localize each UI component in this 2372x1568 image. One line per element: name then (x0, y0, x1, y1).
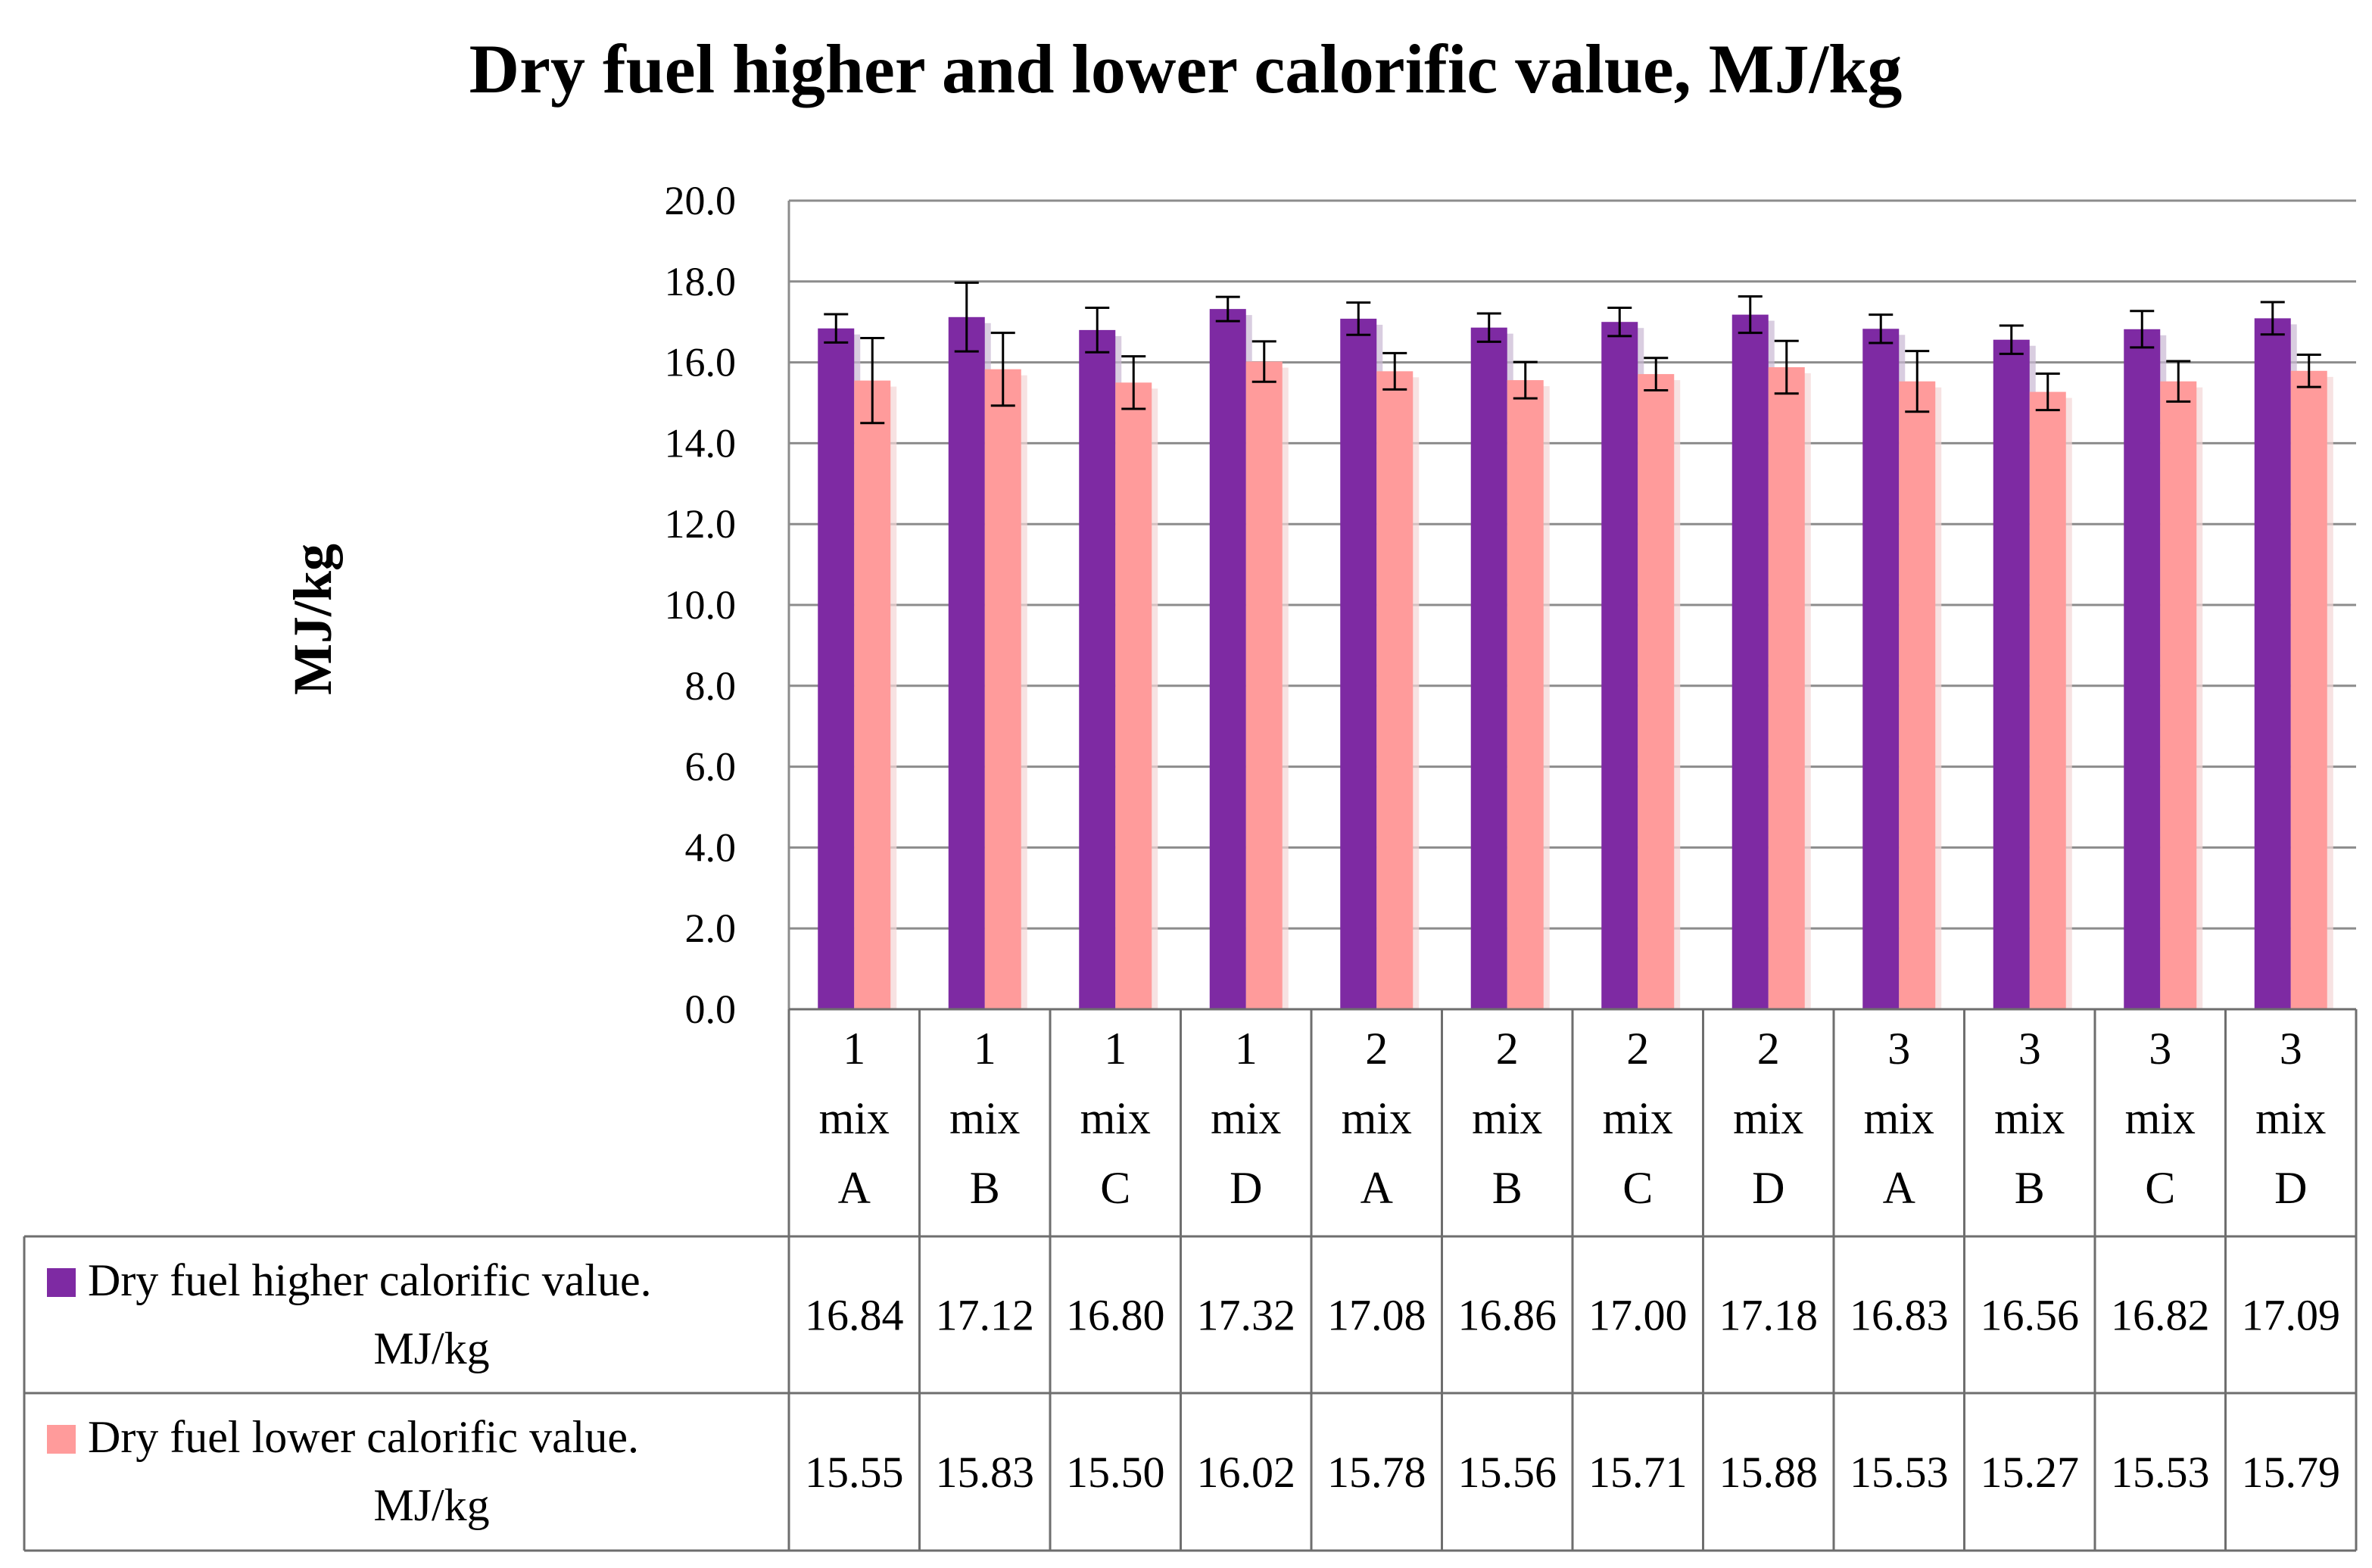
y-tick-label: 12.0 (665, 501, 737, 547)
bar (1638, 374, 1675, 1009)
bar (1993, 339, 2030, 1009)
gridlines (787, 199, 2356, 1011)
category-label: 1 mix B (949, 1024, 1020, 1213)
bar (854, 380, 891, 1009)
category-label: 1 mix A (819, 1024, 890, 1213)
category-label: 3 mix B (1994, 1024, 2065, 1213)
bar (2160, 381, 2197, 1009)
y-tick-label: 10.0 (665, 582, 737, 628)
table-cell-value: 16.82 (2111, 1291, 2210, 1340)
y-axis-label: MJ/kg (282, 544, 343, 695)
y-tick-label: 8.0 (685, 663, 737, 709)
chart-title: Dry fuel higher and lower calorific valu… (469, 30, 1903, 108)
legend-label: Dry fuel lower calorific value. (88, 1412, 639, 1462)
legend-label-unit: MJ/kg (373, 1480, 489, 1530)
bars (818, 309, 2333, 1010)
table-cell-value: 15.53 (1850, 1448, 1949, 1497)
legend-swatch (47, 1268, 76, 1297)
table-cell-value: 15.79 (2242, 1448, 2341, 1497)
bar (2029, 391, 2066, 1009)
table-cell-value: 15.78 (1327, 1448, 1426, 1497)
y-tick-label: 16.0 (665, 340, 737, 385)
table-cell-value: 16.83 (1850, 1291, 1949, 1340)
table-cell-value: 17.32 (1197, 1291, 1296, 1340)
table-cell-value: 15.27 (1981, 1448, 2080, 1497)
bar (1731, 314, 1769, 1009)
table-cell-value: 16.02 (1197, 1448, 1296, 1497)
y-tick-label: 0.0 (685, 987, 737, 1032)
table-cell-value: 15.56 (1458, 1448, 1557, 1497)
table-cell-value: 17.08 (1327, 1291, 1426, 1340)
category-label: 2 mix D (1733, 1024, 1803, 1213)
table-cell-value: 16.86 (1458, 1291, 1557, 1340)
table-cell-value: 17.18 (1719, 1291, 1819, 1340)
table-cell-value: 16.56 (1981, 1291, 2080, 1340)
bar (1768, 367, 1805, 1009)
bar (1340, 318, 1377, 1010)
bar (1601, 322, 1638, 1009)
bar (1245, 361, 1283, 1010)
bar (2290, 370, 2327, 1010)
bar (2254, 318, 2291, 1009)
legend-label-unit: MJ/kg (373, 1323, 489, 1373)
table-cell-value: 15.83 (936, 1448, 1035, 1497)
bar (1862, 329, 1900, 1009)
y-tick-label: 20.0 (665, 178, 737, 223)
bar (1507, 380, 1544, 1009)
category-label: 2 mix B (1472, 1024, 1542, 1213)
bar (1899, 381, 1936, 1009)
y-tick-label: 6.0 (685, 744, 737, 790)
legend-label: Dry fuel higher calorific value. (88, 1255, 652, 1305)
category-label: 2 mix C (1603, 1024, 1673, 1213)
bar (2124, 329, 2161, 1009)
bar (948, 316, 985, 1009)
bar (984, 369, 1021, 1010)
category-label: 1 mix C (1080, 1024, 1151, 1213)
error-bars (824, 281, 2321, 425)
category-label: 2 mix A (1342, 1024, 1412, 1213)
table-cell-value: 15.53 (2111, 1448, 2210, 1497)
y-tick-label: 18.0 (665, 259, 737, 304)
y-tick-label: 4.0 (685, 825, 737, 870)
table-cell-value: 16.84 (805, 1291, 904, 1340)
table-cell-value: 15.55 (805, 1448, 904, 1497)
legend-swatch (47, 1425, 76, 1454)
category-label: 1 mix D (1211, 1024, 1281, 1213)
table-cell-value: 15.88 (1719, 1448, 1819, 1497)
bar (1470, 327, 1507, 1009)
data-table: 1 mix A 1 mix B 1 mix C 1 mix D 2 mix A 2 mix B 2 mix C 2 mix D… (23, 1008, 2358, 1552)
table-cell-value: 15.50 (1066, 1448, 1165, 1497)
table-cell-value: 17.00 (1588, 1291, 1688, 1340)
table-cell-value: 15.71 (1588, 1448, 1688, 1497)
y-axis-ticks: 0.0 2.0 4.0 6.0 8.0 10.0 12.0 14.0 16.0 18.0 20.0 (665, 178, 737, 1032)
category-label: 3 mix D (2255, 1024, 2326, 1213)
category-label: 3 mix C (2125, 1024, 2196, 1213)
category-label: 3 mix A (1864, 1024, 1934, 1213)
bar (1376, 371, 1414, 1009)
bar (1209, 309, 1246, 1009)
table-cell-value: 16.80 (1066, 1291, 1165, 1340)
y-tick-label: 2.0 (685, 906, 737, 951)
bar (1079, 329, 1116, 1009)
bar (818, 328, 855, 1009)
table-cell-value: 17.09 (2242, 1291, 2341, 1340)
bar (1115, 382, 1152, 1009)
y-tick-label: 14.0 (665, 420, 737, 466)
table-cell-value: 17.12 (936, 1291, 1035, 1340)
